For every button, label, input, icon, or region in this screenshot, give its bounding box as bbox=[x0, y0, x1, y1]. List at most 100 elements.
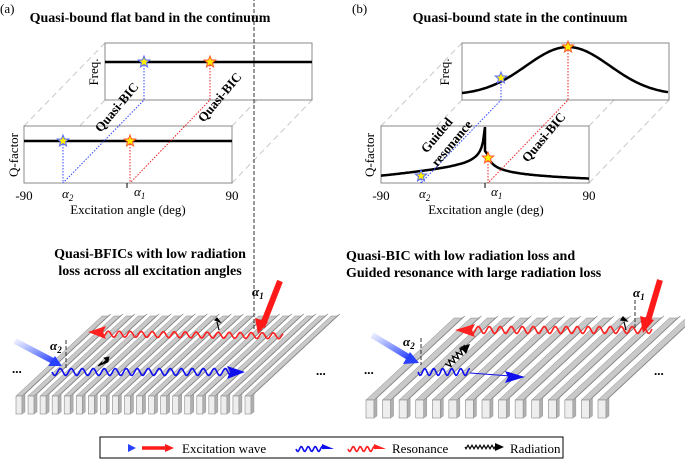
grating-slat-face bbox=[178, 393, 182, 415]
grating-slat-face bbox=[556, 397, 560, 419]
x-tick-max: 90 bbox=[226, 188, 239, 203]
grating-slat-face bbox=[190, 393, 194, 415]
bottom-b-title-line2: Guided resonance with large radiation lo… bbox=[346, 266, 602, 281]
grating-slat-face bbox=[70, 393, 74, 415]
grating-slat-front bbox=[581, 399, 590, 419]
star-icon bbox=[494, 70, 508, 85]
panel-a-grating-scene: Quasi-BFICs with low radiation loss acro… bbox=[12, 0, 341, 415]
ellipsis-left: ... bbox=[12, 361, 22, 376]
grating-slat-face bbox=[605, 397, 610, 419]
freq-plot-box bbox=[104, 42, 313, 101]
grating-slat-face bbox=[82, 393, 86, 415]
grating-slat-front bbox=[172, 395, 179, 415]
grating-slat-front bbox=[63, 395, 71, 415]
legend-red-arrowhead bbox=[165, 444, 174, 452]
grating-slat-face bbox=[506, 397, 510, 419]
alpha1-label: α1 bbox=[134, 184, 145, 201]
x-tick-max: 90 bbox=[583, 188, 596, 203]
blue-decaying-wave bbox=[469, 372, 511, 377]
legend-radiation-wave bbox=[464, 443, 497, 451]
legend-radiation-label: Radiation bbox=[510, 441, 561, 456]
alpha1-label: α1 bbox=[633, 285, 645, 302]
radiation-arrow-small bbox=[213, 317, 222, 331]
bottom-b-title-line1: Quasi-BIC with low radiation loss and bbox=[346, 249, 575, 264]
grating-slat-face bbox=[250, 393, 255, 415]
grating-slat-front bbox=[232, 395, 240, 415]
grating-slat-face bbox=[238, 393, 243, 415]
red-resonance-wave bbox=[99, 330, 284, 340]
alpha2-label: α2 bbox=[50, 338, 62, 355]
panel-a-tag: (a) bbox=[0, 1, 14, 16]
star-shape bbox=[123, 133, 137, 148]
ellipsis-left: ... bbox=[364, 362, 374, 377]
star-icon bbox=[137, 54, 151, 69]
blue-resonance-wave bbox=[417, 367, 471, 377]
alpha2-label: α2 bbox=[403, 334, 415, 351]
radiation-arrow-small bbox=[619, 316, 629, 331]
legend-red-wave bbox=[347, 445, 377, 453]
q-axis-label: Q-factor bbox=[362, 132, 377, 177]
freq-axis-label: Freq. bbox=[86, 58, 101, 85]
star-icon bbox=[481, 150, 495, 165]
red-excitation-arrowhead bbox=[640, 316, 654, 333]
grating-slat-face bbox=[539, 397, 543, 419]
grating-slat-front bbox=[382, 399, 391, 419]
grating-slat-face bbox=[522, 397, 527, 419]
grating-slat-front bbox=[531, 399, 541, 419]
grating-slat-face bbox=[572, 397, 577, 419]
grating-slat-front bbox=[547, 399, 557, 419]
grating-slat-face bbox=[473, 397, 477, 419]
star-shape bbox=[561, 39, 575, 54]
star-shape bbox=[203, 54, 217, 69]
radiation-arrow-small bbox=[97, 356, 110, 367]
bottom-a-title-line2: loss across all excitation angles bbox=[58, 264, 242, 279]
freq-plot-box bbox=[461, 42, 670, 101]
grating-slat-front bbox=[100, 395, 107, 415]
grating-slat-face bbox=[118, 393, 122, 415]
grating-slat-face bbox=[33, 393, 38, 415]
star-icon bbox=[561, 39, 575, 54]
grating bbox=[365, 315, 685, 419]
alpha2-label: α2 bbox=[419, 186, 431, 203]
blue-resonance-arrowhead bbox=[505, 371, 525, 383]
star-icon bbox=[56, 133, 70, 148]
red-excitation-arrowhead bbox=[255, 318, 268, 334]
x-tick-min: -90 bbox=[15, 188, 32, 203]
star-shape bbox=[137, 54, 151, 69]
blue-excitation-arrowhead bbox=[48, 356, 62, 366]
q-plot-box bbox=[23, 125, 233, 184]
star-shape bbox=[414, 168, 428, 183]
star-shape bbox=[56, 133, 70, 148]
grating-slat-front bbox=[148, 395, 155, 415]
grating-slat-front bbox=[184, 395, 192, 415]
grating-slat-face bbox=[154, 393, 158, 415]
blue-excitation-arrow bbox=[13, 338, 57, 365]
panel-b-tag: (b) bbox=[352, 1, 367, 16]
grating-slat-face bbox=[202, 393, 206, 415]
grating-slat-front bbox=[365, 399, 375, 419]
grating-slat-face bbox=[214, 393, 219, 415]
x-axis-label: Excitation angle (deg) bbox=[70, 202, 186, 217]
legend-radiation-arrowhead bbox=[495, 443, 504, 451]
panel-a-title: Quasi-bound flat band in the continuum bbox=[30, 11, 271, 26]
grating-slat-front bbox=[415, 399, 425, 419]
grating-slat-face bbox=[21, 393, 26, 415]
x-axis-label: Excitation angle (deg) bbox=[428, 202, 544, 217]
grating-slat-front bbox=[160, 395, 167, 415]
legend-red-wave-arrowhead bbox=[374, 444, 386, 449]
grating-slat-face bbox=[440, 397, 444, 419]
x-tick-min: -90 bbox=[372, 188, 389, 203]
grating-slat-front bbox=[448, 399, 458, 419]
grating-slat-face bbox=[489, 397, 494, 419]
alpha1-label: α1 bbox=[252, 284, 264, 301]
panel-b-title: Quasi-bound state in the continuum bbox=[413, 11, 628, 26]
grating-slat-front bbox=[75, 395, 83, 415]
ellipsis-right: ... bbox=[654, 363, 664, 378]
grating-slat-face bbox=[166, 393, 170, 415]
grating-slat-face bbox=[390, 397, 394, 419]
bottom-a-title-line1: Quasi-BFICs with low radiation bbox=[54, 247, 246, 262]
red-excitation-arrow bbox=[259, 279, 283, 329]
grating-slat-face bbox=[57, 393, 62, 415]
legend-excitation-label: Excitation wave bbox=[182, 441, 266, 456]
